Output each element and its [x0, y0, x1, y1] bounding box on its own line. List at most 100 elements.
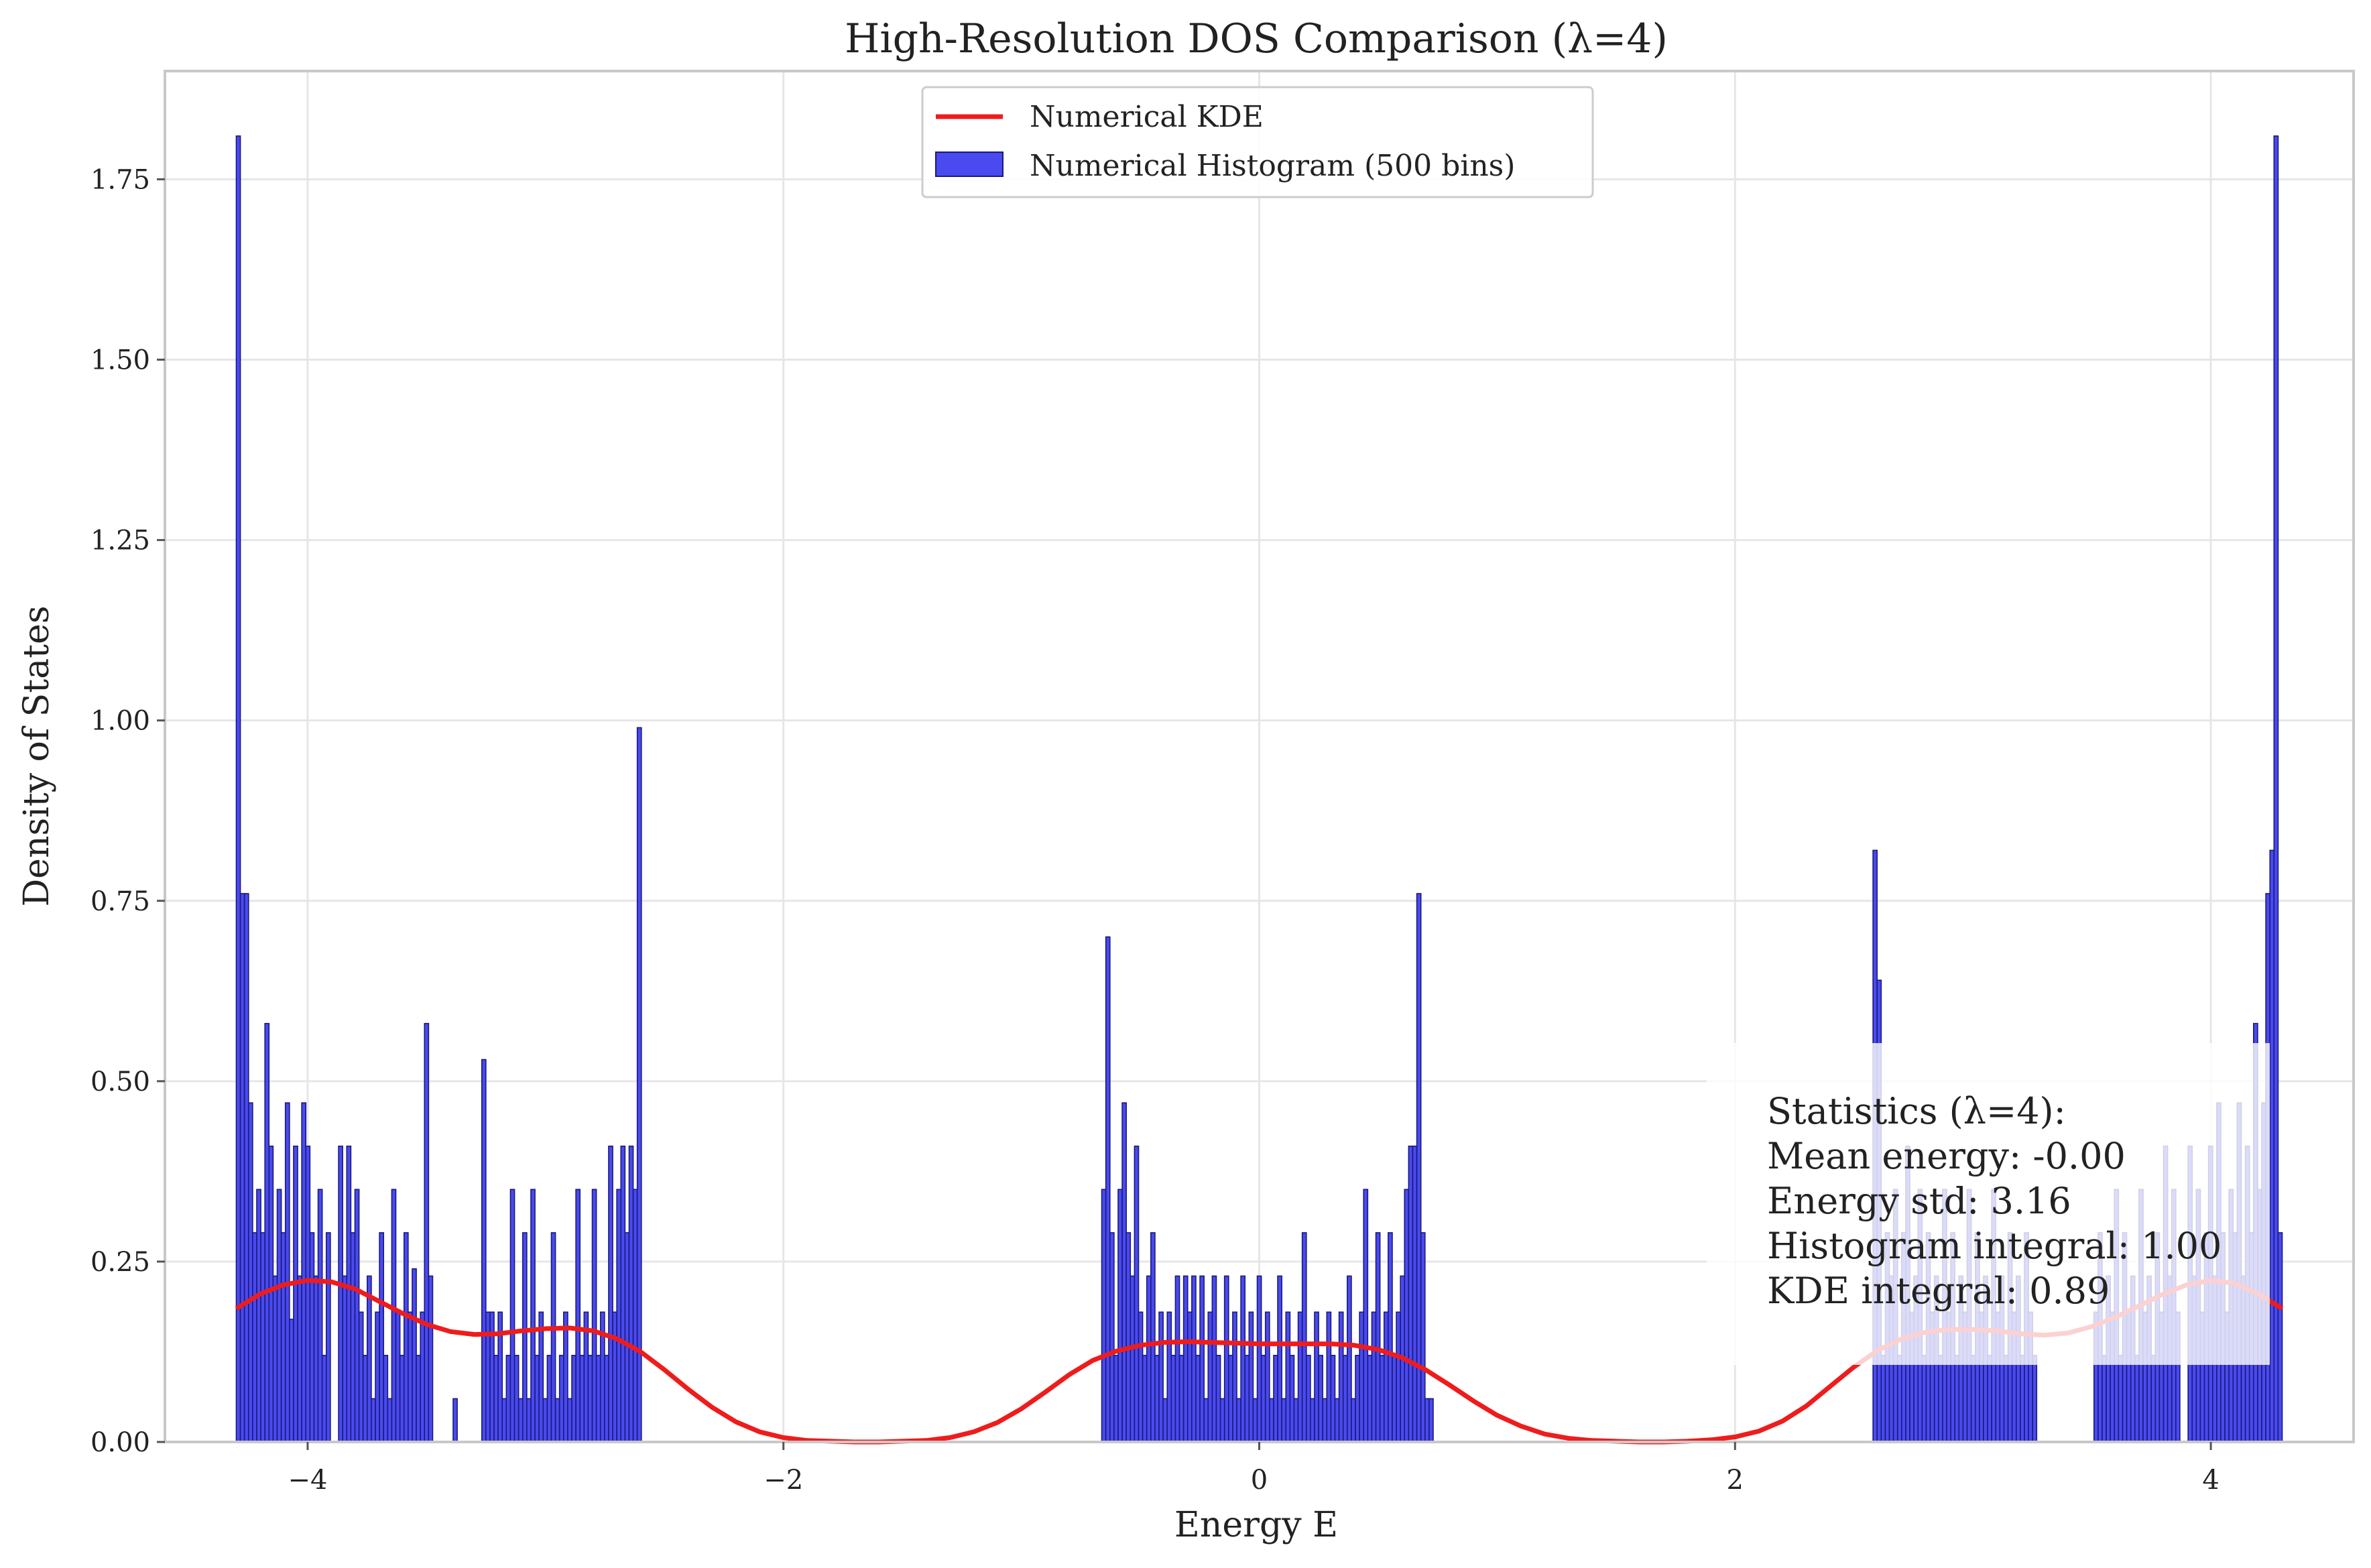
histogram-bar	[1305, 1355, 1311, 1443]
histogram-bar	[1154, 1355, 1160, 1443]
histogram-bar	[379, 1232, 385, 1443]
histogram-bar	[1240, 1275, 1246, 1443]
histogram-bar	[272, 1275, 278, 1443]
histogram-bar	[518, 1398, 524, 1443]
histogram-bar	[2277, 1232, 2283, 1443]
grid	[165, 71, 2354, 1443]
statistics-box	[1707, 1043, 2270, 1365]
y-tick-label: 0.25	[90, 1247, 150, 1278]
histogram-bar	[493, 1355, 499, 1443]
histogram-bar	[403, 1232, 409, 1443]
histogram-bar	[1170, 1355, 1176, 1443]
histogram-bar	[280, 1232, 286, 1443]
histogram-bar	[239, 893, 245, 1443]
histogram-bar	[1273, 1355, 1278, 1443]
histogram-bar	[387, 1398, 393, 1443]
histogram-bar	[1310, 1398, 1315, 1443]
histogram-bar	[1199, 1275, 1205, 1443]
histogram-bar	[481, 1059, 487, 1443]
histogram-bar	[1355, 1355, 1360, 1443]
histogram-bar	[301, 1102, 307, 1443]
histogram-bar	[620, 1145, 626, 1443]
histogram-bar	[2150, 1355, 2156, 1443]
legend-histogram-swatch	[935, 152, 1004, 177]
histogram-bar	[1342, 1355, 1348, 1443]
histogram-bar	[338, 1145, 343, 1443]
histogram-bar	[558, 1355, 564, 1443]
histogram-bar	[268, 1145, 274, 1443]
histogram-bar	[1203, 1398, 1209, 1443]
histogram-bar	[1367, 1355, 1373, 1443]
histogram-bar	[1121, 1102, 1127, 1443]
histogram-bar	[1174, 1275, 1180, 1443]
histogram-bar	[1264, 1311, 1270, 1443]
stats-line-histogram-integral: Histogram integral: 1.00	[1767, 1225, 2222, 1267]
histogram-bar	[1428, 1398, 1434, 1443]
histogram-bar	[505, 1355, 511, 1443]
histogram-bar	[395, 1311, 401, 1443]
y-tick-label: 1.50	[90, 345, 150, 376]
histogram-bar	[1334, 1398, 1340, 1443]
histogram-bar	[587, 1355, 593, 1443]
histogram-bar	[591, 1189, 597, 1443]
x-tick-label: −4	[288, 1465, 327, 1496]
stats-line-title: Statistics (λ=4):	[1767, 1090, 2066, 1132]
histogram-bar	[1256, 1275, 1262, 1443]
histogram-bar	[1162, 1398, 1168, 1443]
histogram-bar	[1207, 1311, 1213, 1443]
histogram-bar	[452, 1398, 458, 1443]
x-tick-label: −2	[764, 1465, 803, 1496]
histogram-bar	[2032, 1355, 2038, 1443]
histogram-bar	[1375, 1232, 1381, 1443]
histogram-bar	[1404, 1189, 1410, 1443]
histogram-bar	[1347, 1275, 1352, 1443]
histogram-bar	[1363, 1189, 1369, 1443]
histogram-bar	[604, 1355, 609, 1443]
histogram-bar	[342, 1275, 348, 1443]
y-axis-label: Density of States	[17, 605, 57, 906]
y-tick-label: 1.00	[90, 706, 150, 737]
x-tick-label: 4	[2202, 1465, 2219, 1496]
histogram-bar	[358, 1311, 364, 1443]
histogram-bar	[1117, 1189, 1123, 1443]
histogram-bar	[243, 893, 249, 1443]
histogram-bar	[571, 1355, 576, 1443]
histogram-bar	[1158, 1311, 1164, 1443]
histogram-bar	[399, 1355, 405, 1443]
histogram-bar	[1351, 1398, 1356, 1443]
histogram-bar	[1191, 1275, 1197, 1443]
chart-title: High-Resolution DOS Comparison (λ=4)	[845, 15, 1668, 62]
histogram-bar	[317, 1189, 323, 1443]
histogram-bar	[1113, 1355, 1119, 1443]
histogram-bar	[1921, 1355, 1927, 1443]
histogram-bar	[412, 1268, 417, 1443]
histogram-bar	[1297, 1311, 1303, 1443]
y-axis-ticks: 0.00 0.25 0.50 0.75 1.00 1.25 1.50 1.75	[90, 164, 165, 1458]
legend: Numerical KDE Numerical Histogram (500 b…	[921, 86, 1594, 198]
histogram-bar	[247, 1102, 253, 1443]
histogram-bar	[1244, 1355, 1250, 1443]
stats-line-std: Energy std: 3.16	[1767, 1180, 2071, 1222]
histogram-bar	[1970, 1355, 1976, 1443]
histogram-bar	[1314, 1311, 1319, 1443]
histogram-bar	[554, 1398, 560, 1443]
x-axis-label: Energy E	[1174, 1505, 1338, 1545]
legend-kde-label: Numerical KDE	[1030, 100, 1264, 134]
histogram-bar	[1195, 1355, 1201, 1443]
stats-line-kde-integral: KDE integral: 0.89	[1767, 1270, 2110, 1312]
histogram-bar	[309, 1232, 315, 1443]
histogram-bar	[420, 1311, 426, 1443]
histogram-bar	[632, 1189, 638, 1443]
histogram-bar	[1215, 1355, 1221, 1443]
y-tick-label: 1.25	[90, 526, 150, 556]
histogram-bar	[2003, 1355, 2009, 1443]
histogram-bar	[595, 1355, 601, 1443]
histogram-bar	[1138, 1311, 1144, 1443]
histogram-bar	[321, 1355, 327, 1443]
histogram-bar	[1322, 1398, 1328, 1443]
histogram-bar	[1134, 1145, 1140, 1443]
histogram-bar	[1182, 1275, 1189, 1443]
histogram-bar	[293, 1145, 298, 1443]
histogram-bar	[1146, 1275, 1152, 1443]
histogram-bar	[1416, 893, 1422, 1443]
